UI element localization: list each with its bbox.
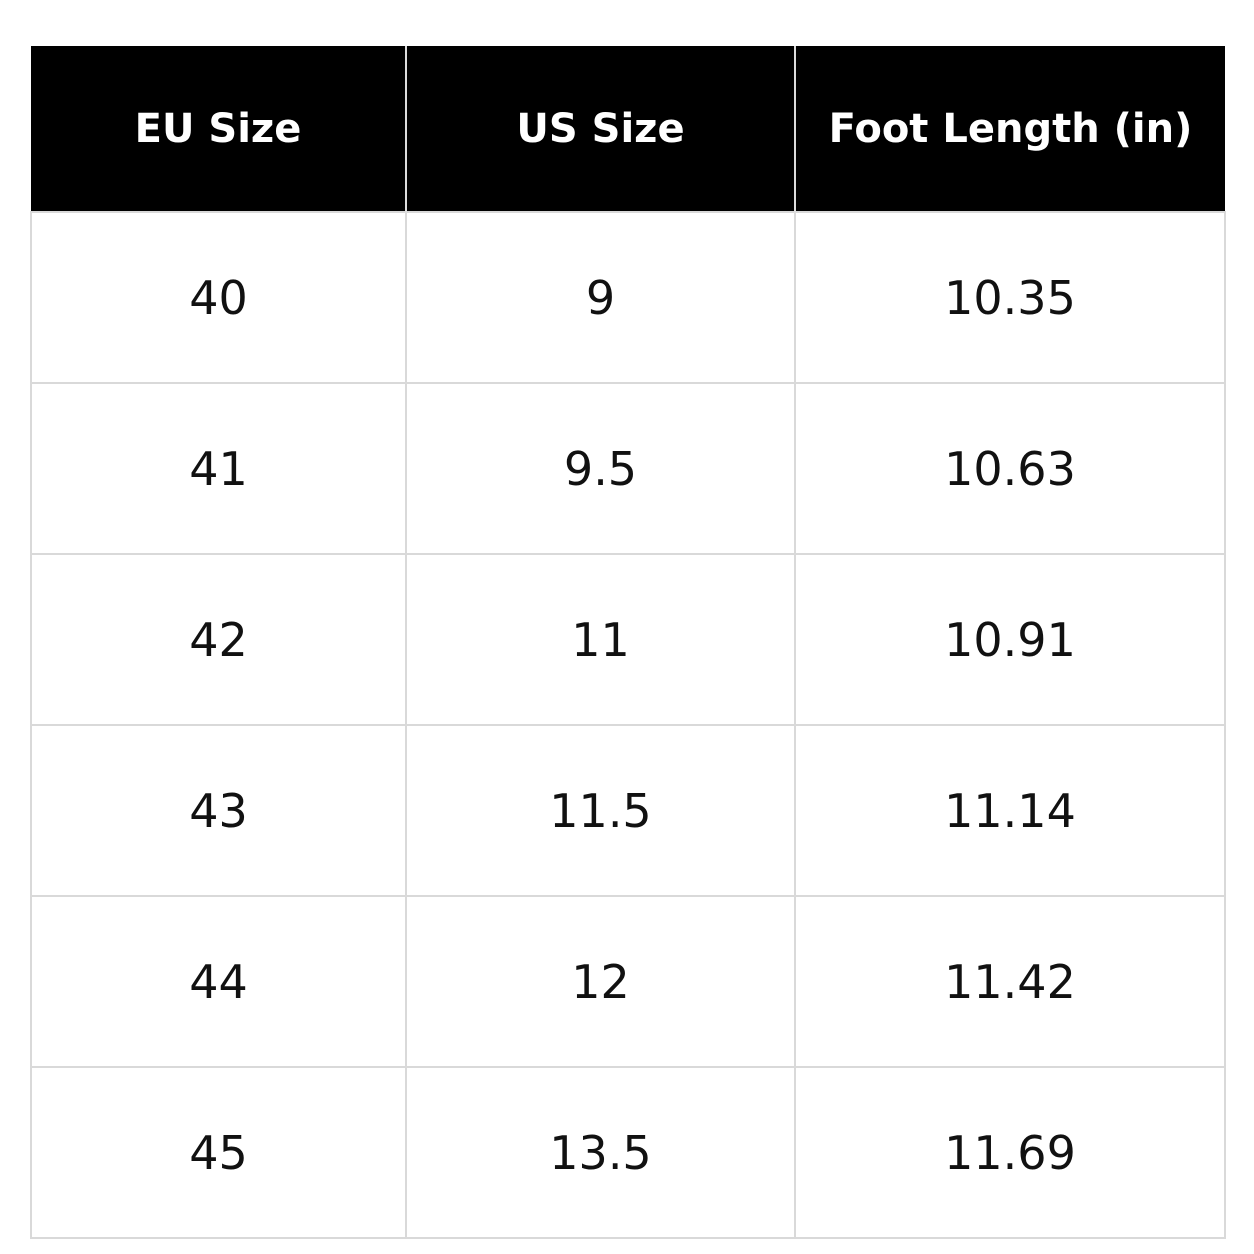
table-cell: 10.35 bbox=[794, 211, 1226, 384]
table-cell: 40 bbox=[30, 211, 407, 384]
table-cell: 43 bbox=[30, 724, 407, 897]
table-body: 40 9 10.35 41 9.5 10.63 42 11 10.91 43 11.5 11.14 44… bbox=[30, 211, 1226, 1239]
table-row: 42 11 10.91 bbox=[30, 553, 1226, 726]
table-cell: 11 bbox=[405, 553, 796, 726]
table-cell: 11.42 bbox=[794, 895, 1226, 1068]
table-cell: 45 bbox=[30, 1066, 407, 1239]
table-row: 45 13.5 11.69 bbox=[30, 1066, 1226, 1239]
table-cell: 42 bbox=[30, 553, 407, 726]
table-cell: 9.5 bbox=[405, 382, 796, 555]
table-cell: 10.91 bbox=[794, 553, 1226, 726]
table-row: 41 9.5 10.63 bbox=[30, 382, 1226, 555]
table-cell: 13.5 bbox=[405, 1066, 796, 1239]
table-cell: 44 bbox=[30, 895, 407, 1068]
size-table: EU Size US Size Foot Length (in) 40 9 10.35 4… bbox=[30, 46, 1226, 1239]
table-cell: 41 bbox=[30, 382, 407, 555]
table-cell: 10.63 bbox=[794, 382, 1226, 555]
header-cell: US Size bbox=[405, 46, 795, 212]
header-cell: EU Size bbox=[31, 46, 406, 212]
table-row: 44 12 11.42 bbox=[30, 895, 1226, 1068]
table-row: 43 11.5 11.14 bbox=[30, 724, 1226, 897]
table-cell: 11.5 bbox=[405, 724, 796, 897]
table-cell: 12 bbox=[405, 895, 796, 1068]
table-cell: 9 bbox=[405, 211, 796, 384]
table-row: 40 9 10.35 bbox=[30, 211, 1226, 384]
table-cell: 11.69 bbox=[794, 1066, 1226, 1239]
table-cell: 11.14 bbox=[794, 724, 1226, 897]
header-row: EU Size US Size Foot Length (in) bbox=[31, 46, 1225, 212]
header-cell: Foot Length (in) bbox=[794, 46, 1225, 212]
